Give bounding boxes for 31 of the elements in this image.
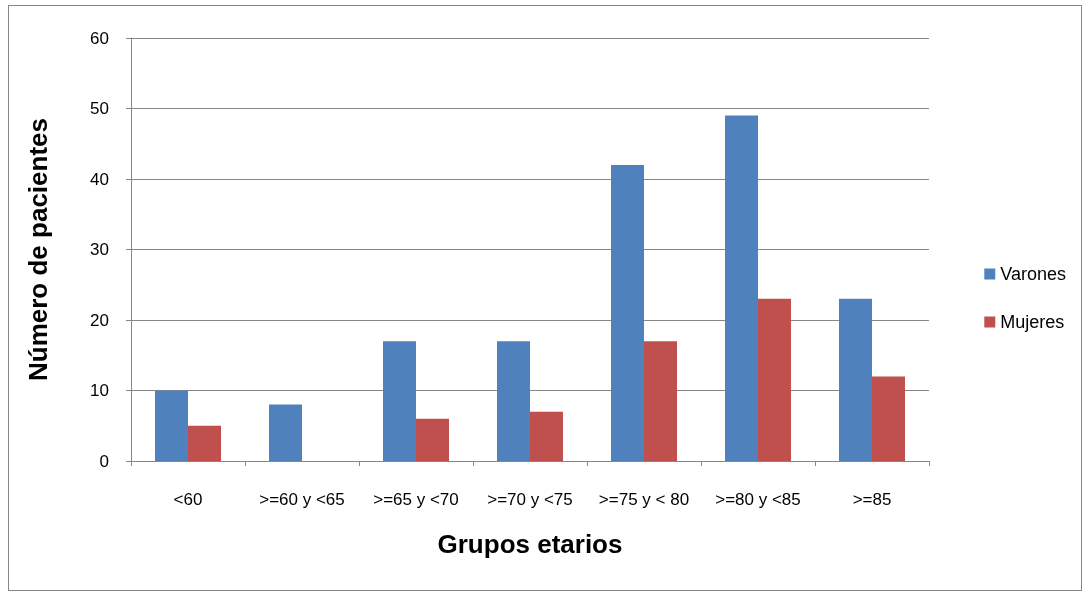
bar (530, 411, 563, 461)
bar (188, 425, 221, 461)
x-tick-label: <60 (173, 490, 203, 509)
x-tick-label: >=80 y <85 (715, 490, 801, 509)
bar (383, 341, 416, 461)
bar (416, 418, 449, 461)
bar (497, 341, 530, 461)
x-tick-label: >=70 y <75 (487, 490, 573, 509)
x-tick-label: >=60 y <65 (259, 490, 345, 509)
y-tick-label: 50 (90, 99, 109, 118)
bar (839, 298, 872, 461)
y-tick-label: 10 (90, 381, 109, 400)
bar (644, 341, 677, 461)
bar (269, 404, 302, 461)
bar (155, 390, 188, 461)
y-tick-label: 0 (99, 451, 109, 471)
x-axis-title: Grupos etarios (437, 529, 623, 559)
x-tick-label: >=75 y < 80 (598, 490, 690, 509)
y-tick-label: 30 (90, 240, 109, 259)
y-axis-title: Número de pacientes (23, 118, 53, 381)
y-tick-label: 40 (90, 169, 109, 189)
bar (725, 115, 758, 461)
bar (872, 376, 905, 461)
y-tick-label: 60 (90, 28, 109, 48)
x-tick-label: >=65 y <70 (373, 490, 459, 509)
x-tick-label: >=85 (852, 490, 892, 509)
legend-label: Mujeres (1000, 312, 1065, 332)
y-tick-label: 20 (90, 310, 109, 330)
bar (611, 164, 644, 461)
bar (758, 298, 791, 461)
legend-label: Varones (1000, 264, 1067, 284)
